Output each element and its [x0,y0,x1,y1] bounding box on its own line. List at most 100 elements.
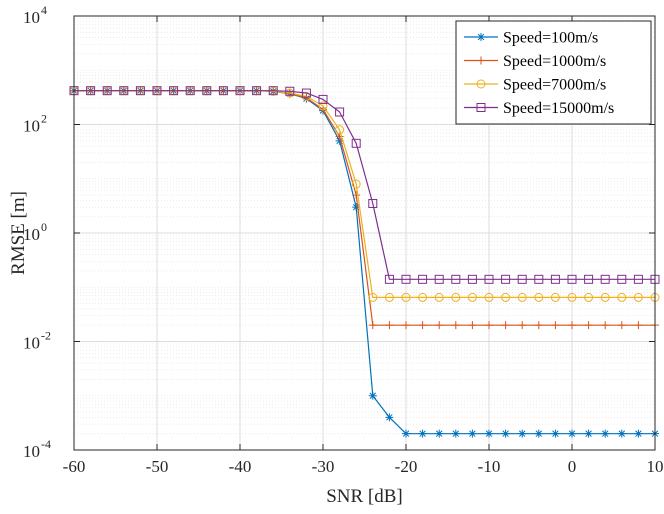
data-point-asterisk [385,413,394,422]
series-line [74,90,655,280]
data-point-plus [485,321,493,330]
data-point-square [169,86,179,96]
data-point-circle [451,292,461,302]
x-tick-label: 0 [568,457,577,476]
y-axis-label: RMSE [m] [8,191,29,275]
data-point-asterisk [368,391,377,400]
data-point-square [285,86,295,96]
data-point-plus [551,321,560,330]
y-tick-label: 10 [23,334,40,353]
data-point-asterisk [584,429,593,438]
data-point-square [301,88,311,98]
legend-label: Speed=1000m/s [503,53,606,70]
data-point-asterisk [418,429,427,438]
data-point-circle [617,292,627,302]
axis-ticks [73,15,656,451]
data-point-square [467,274,477,284]
x-axis-label: SNR [dB] [326,486,403,507]
minor-gridlines [74,18,655,451]
data-point-square [102,86,112,96]
data-point-asterisk [501,429,510,438]
data-point-circle [401,292,411,302]
y-tick-label: 10 [23,225,40,244]
data-point-circle [368,292,378,302]
data-point-asterisk [617,429,626,438]
data-point-square [550,274,560,284]
data-point-asterisk [568,429,576,438]
data-point-asterisk [468,429,477,438]
data-point-asterisk [551,429,560,438]
data-point-square [368,198,378,208]
y-tick-label-exponent: -4 [41,437,51,451]
data-point-square [119,86,129,96]
data-point-plus [617,321,626,330]
data-point-asterisk [477,33,485,41]
data-point-square [584,274,594,284]
data-point-plus [368,321,377,330]
data-point-circle [484,292,494,302]
x-tick-label: -10 [478,457,501,476]
data-point-asterisk [485,429,493,438]
data-point-circle [517,292,527,302]
x-tick-label: -50 [146,457,169,476]
data-point-square [185,86,195,96]
data-point-circle [600,292,610,302]
y-tick-label-exponent: 0 [41,220,47,234]
data-point-asterisk [435,429,444,438]
legend-box [455,20,652,125]
data-point-circle [550,292,560,302]
data-point-square [235,86,245,96]
data-point-plus [634,321,643,330]
data-point-circle [567,292,577,302]
data-point-square [600,274,610,284]
data-point-square [384,274,394,284]
data-point-square [202,86,212,96]
data-point-asterisk [451,429,460,438]
data-point-square [484,274,494,284]
x-tick-label: -60 [63,457,86,476]
data-point-circle [318,101,328,111]
data-point-asterisk [352,203,361,212]
data-point-square [152,86,162,96]
data-point-square [451,274,461,284]
y-tick-label: 10 [23,117,40,136]
data-point-plus [468,321,477,330]
data-point-plus [534,321,543,330]
legend-item: Speed=7000m/s [464,77,606,94]
y-tick-label: 10 [23,442,40,461]
x-tick-label: 10 [647,457,664,476]
data-point-asterisk [634,429,643,438]
data-point-square [268,86,278,96]
data-point-plus [451,321,460,330]
data-point-circle [467,292,477,302]
data-point-square [351,138,361,148]
data-point-square [567,274,577,284]
legend-label: Speed=7000m/s [503,77,606,94]
data-point-circle [335,125,345,135]
data-point-circle [351,179,361,189]
y-tick-label-exponent: 2 [41,112,47,126]
data-point-square [135,86,145,96]
y-tick-label: 10 [23,8,40,27]
data-point-plus [601,321,610,330]
data-point-circle [384,292,394,302]
data-point-square [218,86,228,96]
data-point-circle [418,292,428,302]
legend-item: Speed=15000m/s [464,100,614,117]
legend: Speed=100m/s Speed=1000m/s Speed=7000m/s Sp… [455,20,652,125]
data-point-circle [434,292,444,302]
data-point-circle [476,79,486,89]
data-point-asterisk [534,429,543,438]
legend-label: Speed=100m/s [503,30,598,47]
x-tick-labels: -60 -50 -40 -30 -20 -10 0 10 [63,457,664,476]
data-point-plus [352,191,361,200]
data-point-plus [518,321,527,330]
data-point-circle [584,292,594,302]
data-point-square [517,274,527,284]
series-layer [69,86,660,438]
y-tick-label-exponent: -2 [41,329,51,343]
data-point-asterisk [518,429,527,438]
data-point-square [318,94,328,104]
